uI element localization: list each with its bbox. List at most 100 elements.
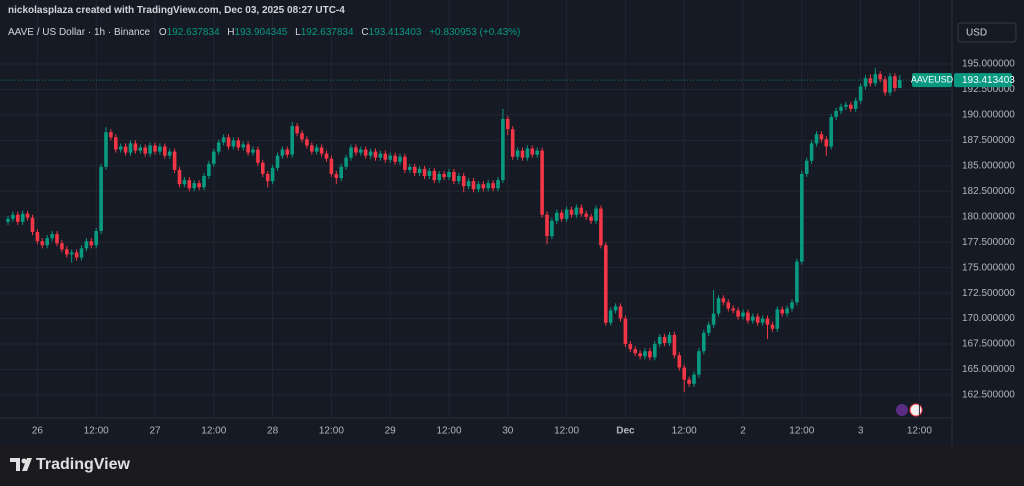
candle-body bbox=[236, 140, 241, 148]
candle-body bbox=[437, 173, 441, 181]
x-tick-label: 12:00 bbox=[201, 426, 226, 437]
x-tick-label: Dec bbox=[616, 426, 635, 437]
candle-body bbox=[839, 106, 843, 111]
candle-body bbox=[765, 318, 770, 325]
candle-body bbox=[114, 137, 118, 150]
x-tick-label: 12:00 bbox=[907, 426, 932, 437]
currency-label: USD bbox=[966, 28, 987, 39]
ohlc-value: 192.637834 bbox=[166, 27, 220, 38]
last-price-tag bbox=[954, 73, 1012, 88]
candle-body bbox=[613, 306, 618, 311]
candle-body bbox=[148, 145, 152, 154]
y-tick-label: 190.000000 bbox=[962, 110, 1015, 121]
candle-body bbox=[221, 137, 226, 143]
candle-body bbox=[305, 139, 309, 146]
candle-body bbox=[310, 145, 314, 152]
candle-body bbox=[667, 334, 672, 344]
candle-body bbox=[496, 180, 500, 189]
candle-body bbox=[893, 76, 897, 89]
candle-body bbox=[265, 173, 270, 182]
candle-body bbox=[457, 176, 461, 182]
currency-button[interactable] bbox=[957, 22, 1017, 43]
candle-body bbox=[172, 151, 177, 170]
symbol-tag bbox=[912, 73, 952, 88]
candle-body bbox=[721, 298, 726, 303]
candle-body bbox=[648, 351, 652, 358]
candle-body bbox=[65, 249, 69, 255]
candle-body bbox=[398, 156, 402, 162]
candle-body bbox=[427, 170, 432, 177]
y-tick-label: 187.500000 bbox=[962, 135, 1015, 146]
candle-body bbox=[417, 168, 422, 173]
candle-body bbox=[158, 146, 162, 152]
x-tick-label: 30 bbox=[502, 426, 514, 437]
x-tick-label: 12:00 bbox=[789, 426, 814, 437]
ohlc-key: O bbox=[158, 27, 167, 38]
x-tick-label: 12:00 bbox=[319, 426, 344, 437]
candle-body bbox=[461, 176, 466, 187]
candle-body bbox=[697, 351, 701, 375]
candle-body bbox=[329, 158, 334, 174]
candle-body bbox=[128, 143, 133, 153]
y-tick-label: 182.500000 bbox=[962, 186, 1015, 197]
y-tick-label: 167.500000 bbox=[962, 339, 1015, 350]
candle-body bbox=[324, 153, 329, 159]
candle-body bbox=[486, 183, 490, 189]
candle-body bbox=[447, 171, 451, 178]
candle-body bbox=[741, 312, 745, 317]
candle-body bbox=[814, 134, 819, 144]
candle-body bbox=[824, 139, 829, 147]
candle-body bbox=[702, 332, 706, 352]
candle-body bbox=[878, 74, 882, 80]
candle-body bbox=[339, 166, 343, 179]
candle-body bbox=[300, 133, 304, 140]
candle-body bbox=[79, 248, 84, 258]
candle-body bbox=[858, 86, 863, 101]
candle-body bbox=[373, 151, 378, 158]
candle-body bbox=[334, 173, 339, 179]
candle-body bbox=[530, 148, 535, 155]
candle-body bbox=[751, 316, 755, 321]
candle-body bbox=[11, 214, 15, 219]
candle-body bbox=[795, 261, 799, 303]
y-tick-label: 180.000000 bbox=[962, 211, 1015, 222]
candle-body bbox=[363, 149, 368, 156]
y-tick-label: 175.000000 bbox=[962, 262, 1015, 273]
candle-body bbox=[123, 146, 128, 153]
candle-body bbox=[290, 126, 294, 155]
candle-body bbox=[344, 157, 348, 167]
candle-body bbox=[163, 146, 167, 156]
x-tick-label: 26 bbox=[32, 426, 44, 437]
candle-body bbox=[251, 149, 255, 153]
candle-body bbox=[349, 147, 353, 158]
candle-body bbox=[403, 156, 407, 170]
candle-body bbox=[270, 167, 275, 182]
candle-body bbox=[618, 306, 623, 319]
candle-body bbox=[226, 137, 231, 147]
candle-body bbox=[256, 149, 260, 163]
candle-body bbox=[246, 144, 250, 153]
candle-body bbox=[501, 118, 505, 181]
change-label: +0.830953 (+0.43%) bbox=[429, 27, 521, 38]
candle-body bbox=[564, 209, 569, 219]
candle-body bbox=[672, 334, 677, 356]
y-tick-label: 185.000000 bbox=[962, 160, 1015, 171]
candle-body bbox=[662, 336, 667, 344]
candle-body bbox=[60, 243, 64, 250]
candle-body bbox=[780, 309, 784, 314]
candle-body bbox=[515, 150, 520, 157]
candle-body bbox=[167, 151, 172, 156]
candle-body bbox=[354, 147, 358, 153]
candle-body bbox=[716, 298, 721, 314]
candle-body bbox=[520, 150, 525, 158]
candle-body bbox=[760, 318, 765, 323]
candle-body bbox=[74, 252, 79, 258]
candles bbox=[6, 68, 902, 392]
candle-body bbox=[849, 104, 853, 109]
candle-body bbox=[868, 78, 873, 84]
candle-body bbox=[412, 166, 417, 173]
candle-body bbox=[118, 146, 123, 150]
candle-body bbox=[388, 155, 392, 160]
candle-body bbox=[579, 207, 584, 214]
